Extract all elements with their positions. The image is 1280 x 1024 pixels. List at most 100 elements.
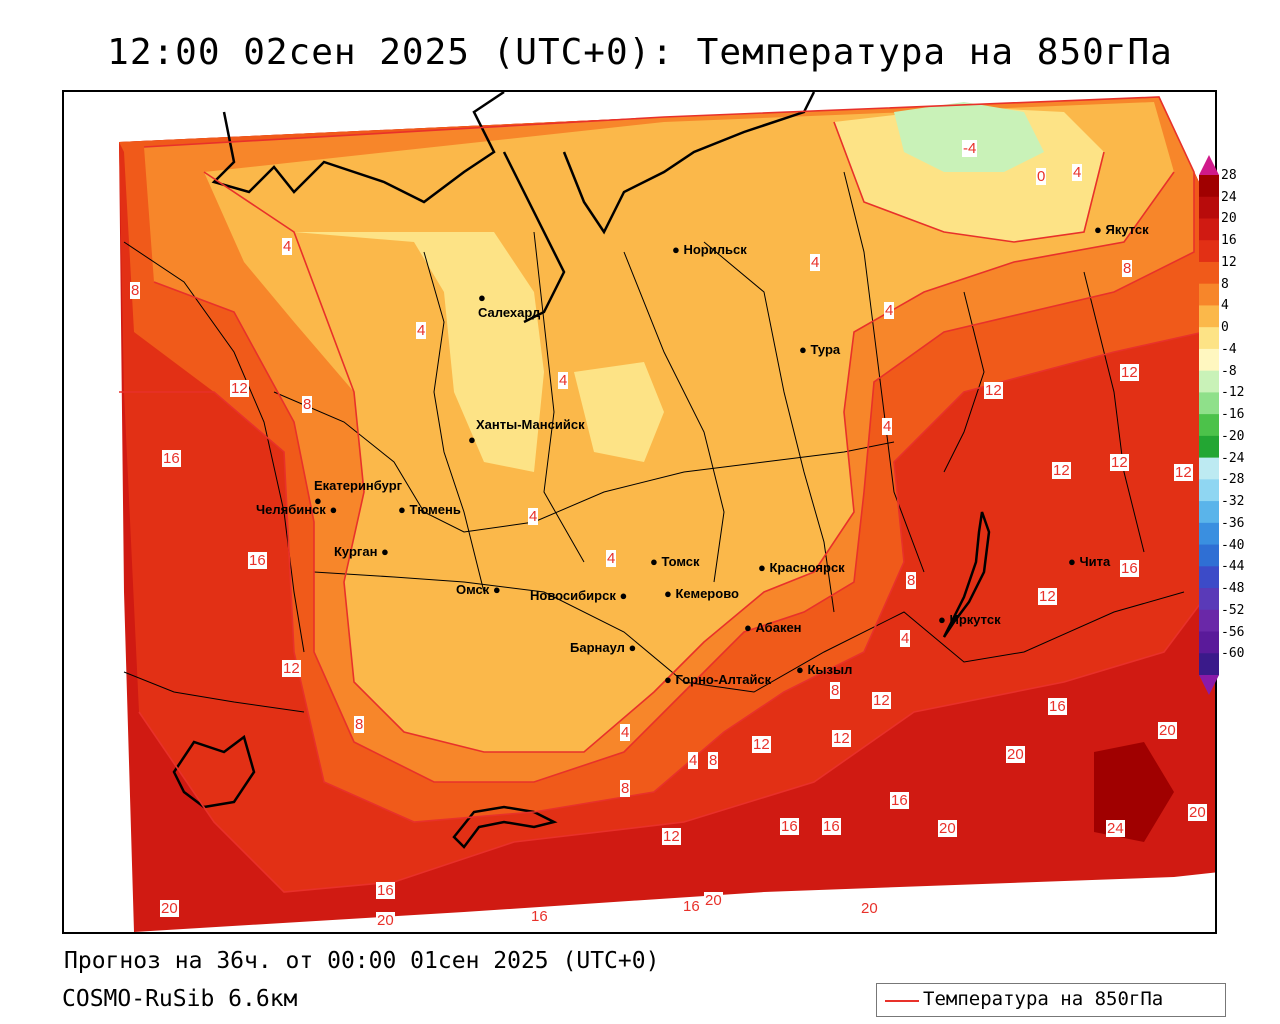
colorbar-swatch bbox=[1199, 414, 1219, 437]
legend-label: Температура на 850гПа bbox=[923, 988, 1164, 1010]
colorbar-tick-label: -20 bbox=[1221, 428, 1245, 444]
colorbar-tick-label: -40 bbox=[1221, 537, 1245, 553]
city-tura[interactable]: ● Тура bbox=[799, 342, 841, 357]
city-chelyabinsk[interactable]: Челябинск ● bbox=[256, 502, 338, 517]
legend: Температура на 850гПа bbox=[876, 983, 1226, 1017]
colorbar-swatch bbox=[1199, 348, 1219, 372]
city-novosibirsk[interactable]: Новосибирск ● bbox=[530, 588, 628, 603]
colorbar-swatch bbox=[1199, 175, 1219, 198]
city-chita[interactable]: ● Чита bbox=[1068, 554, 1111, 569]
colorbar-swatch bbox=[1199, 653, 1219, 676]
iso-label: 4 bbox=[884, 302, 895, 319]
colorbar-tick-label: -8 bbox=[1221, 363, 1237, 379]
iso-label: 8 bbox=[708, 752, 719, 769]
iso-label: 4 bbox=[810, 254, 821, 271]
city-yekaterinburg[interactable]: Екатеринбург ● bbox=[314, 478, 403, 508]
iso-label: 4 bbox=[558, 372, 569, 389]
colorbar-swatch bbox=[1199, 631, 1219, 654]
colorbar-tick-label: -56 bbox=[1221, 624, 1245, 640]
colorbar-swatch bbox=[1199, 457, 1219, 480]
city-barnaul[interactable]: Барнаул ● bbox=[570, 640, 637, 655]
iso-label: 4 bbox=[416, 322, 427, 339]
iso-label: 8 bbox=[830, 682, 841, 699]
city-kyzyl[interactable]: ● Кызыл bbox=[796, 662, 853, 677]
colorbar-swatch bbox=[1199, 392, 1219, 415]
colorbar-bottom-arrow bbox=[1199, 675, 1219, 695]
iso-label: -4 bbox=[962, 140, 978, 157]
iso-label: 8 bbox=[1122, 260, 1133, 277]
city-irkutsk[interactable]: ● Иркутск bbox=[938, 612, 1001, 627]
iso-label: 20 bbox=[860, 900, 879, 917]
iso-label: 20 bbox=[376, 912, 395, 929]
colorbar-swatch bbox=[1199, 305, 1219, 328]
colorbar-tick-label: -12 bbox=[1221, 385, 1245, 401]
colorbar-swatch bbox=[1199, 370, 1219, 393]
iso-label: 4 bbox=[606, 550, 617, 567]
forecast-caption: Прогноз на 36ч. от 00:00 01сен 2025 (UTC… bbox=[64, 948, 660, 974]
colorbar-swatch bbox=[1199, 327, 1219, 350]
iso-label: 12 bbox=[984, 382, 1003, 399]
colorbar-swatch bbox=[1199, 501, 1219, 524]
colorbar-swatch bbox=[1199, 218, 1219, 241]
city-kurgan[interactable]: Курган ● bbox=[334, 544, 389, 559]
iso-label: 4 bbox=[882, 418, 893, 435]
model-caption: COSMO-RuSib 6.6км bbox=[62, 986, 298, 1012]
city-gorno-altaysk[interactable]: ● Горно-Алтайск bbox=[664, 672, 772, 687]
city-omsk[interactable]: Омск ● bbox=[456, 582, 501, 597]
iso-label: 8 bbox=[906, 572, 917, 589]
city-norilsk[interactable]: ● Норильск bbox=[672, 242, 747, 257]
colorbar-tick-label: 16 bbox=[1221, 233, 1237, 249]
colorbar-swatch bbox=[1199, 522, 1219, 546]
iso-label: 8 bbox=[620, 780, 631, 797]
colorbar-tick-label: -60 bbox=[1221, 646, 1245, 662]
colorbar-tick-label: 4 bbox=[1221, 298, 1229, 314]
colorbar-tick-label: -16 bbox=[1221, 407, 1245, 423]
iso-label: 12 bbox=[832, 730, 851, 747]
colorbar-tick-label: 24 bbox=[1221, 189, 1237, 205]
iso-label: 20 bbox=[1006, 746, 1025, 763]
colorbar-top-arrow bbox=[1199, 155, 1219, 175]
iso-label: 16 bbox=[530, 908, 549, 925]
city-abakan[interactable]: ● Абакен bbox=[744, 620, 802, 635]
colorbar-swatch bbox=[1199, 479, 1219, 502]
zone-24 bbox=[1094, 742, 1174, 842]
iso-label: 4 bbox=[1072, 164, 1083, 181]
zone-minus4 bbox=[894, 102, 1044, 172]
iso-label: 8 bbox=[302, 396, 313, 413]
iso-label: 16 bbox=[162, 450, 181, 467]
colorbar-swatch bbox=[1199, 435, 1219, 459]
city-tomsk[interactable]: ● Томск bbox=[650, 554, 700, 569]
coastline bbox=[211, 92, 816, 324]
iso-label: 12 bbox=[752, 736, 771, 753]
colorbar-swatch bbox=[1199, 588, 1219, 611]
colorbar-tick-label: -44 bbox=[1221, 559, 1245, 575]
iso-label: 4 bbox=[688, 752, 699, 769]
iso-label: 16 bbox=[376, 882, 395, 899]
colorbar-tick-label: -4 bbox=[1221, 341, 1237, 357]
zone-0 bbox=[294, 232, 544, 472]
iso-label: 12 bbox=[1120, 364, 1139, 381]
iso-label: 12 bbox=[1110, 454, 1129, 471]
iso-label: 20 bbox=[1188, 804, 1207, 821]
city-kemerovo[interactable]: ● Кемерово bbox=[664, 586, 739, 601]
colorbar-tick-label: -24 bbox=[1221, 450, 1245, 466]
city-yakutsk[interactable]: ● Якутск bbox=[1094, 222, 1149, 237]
iso-label: 12 bbox=[872, 692, 891, 709]
city-krasnoyarsk[interactable]: ● Красноярск bbox=[758, 560, 845, 575]
balkhash-lake bbox=[452, 805, 558, 849]
colorbar-tick-label: 20 bbox=[1221, 211, 1237, 227]
iso-label: 16 bbox=[248, 552, 267, 569]
map-panel[interactable]: ● Якутск ● Норильск ● Салехард ● Тура Хан… bbox=[62, 90, 1217, 934]
colorbar-swatch bbox=[1199, 261, 1219, 285]
iso-label: 0 bbox=[1036, 168, 1047, 185]
iso-label: 12 bbox=[230, 380, 249, 397]
iso-label: 12 bbox=[282, 660, 301, 677]
city-salekhard[interactable]: ● Салехард bbox=[478, 290, 541, 320]
colorbar-swatch bbox=[1199, 196, 1219, 219]
iso-label-layer: -4 0 4 4 8 4 4 4 4 8 12 8 16 16 12 8 12 … bbox=[64, 92, 1215, 932]
city-tyumen[interactable]: ● Тюмень bbox=[398, 502, 461, 517]
caspian-fragment bbox=[172, 734, 256, 809]
colorbar-tick-label: -28 bbox=[1221, 472, 1245, 488]
city-khanty-mansiysk[interactable]: Ханты-Мансийск ● bbox=[468, 417, 585, 447]
colorbar-tick-label: 8 bbox=[1221, 276, 1229, 292]
